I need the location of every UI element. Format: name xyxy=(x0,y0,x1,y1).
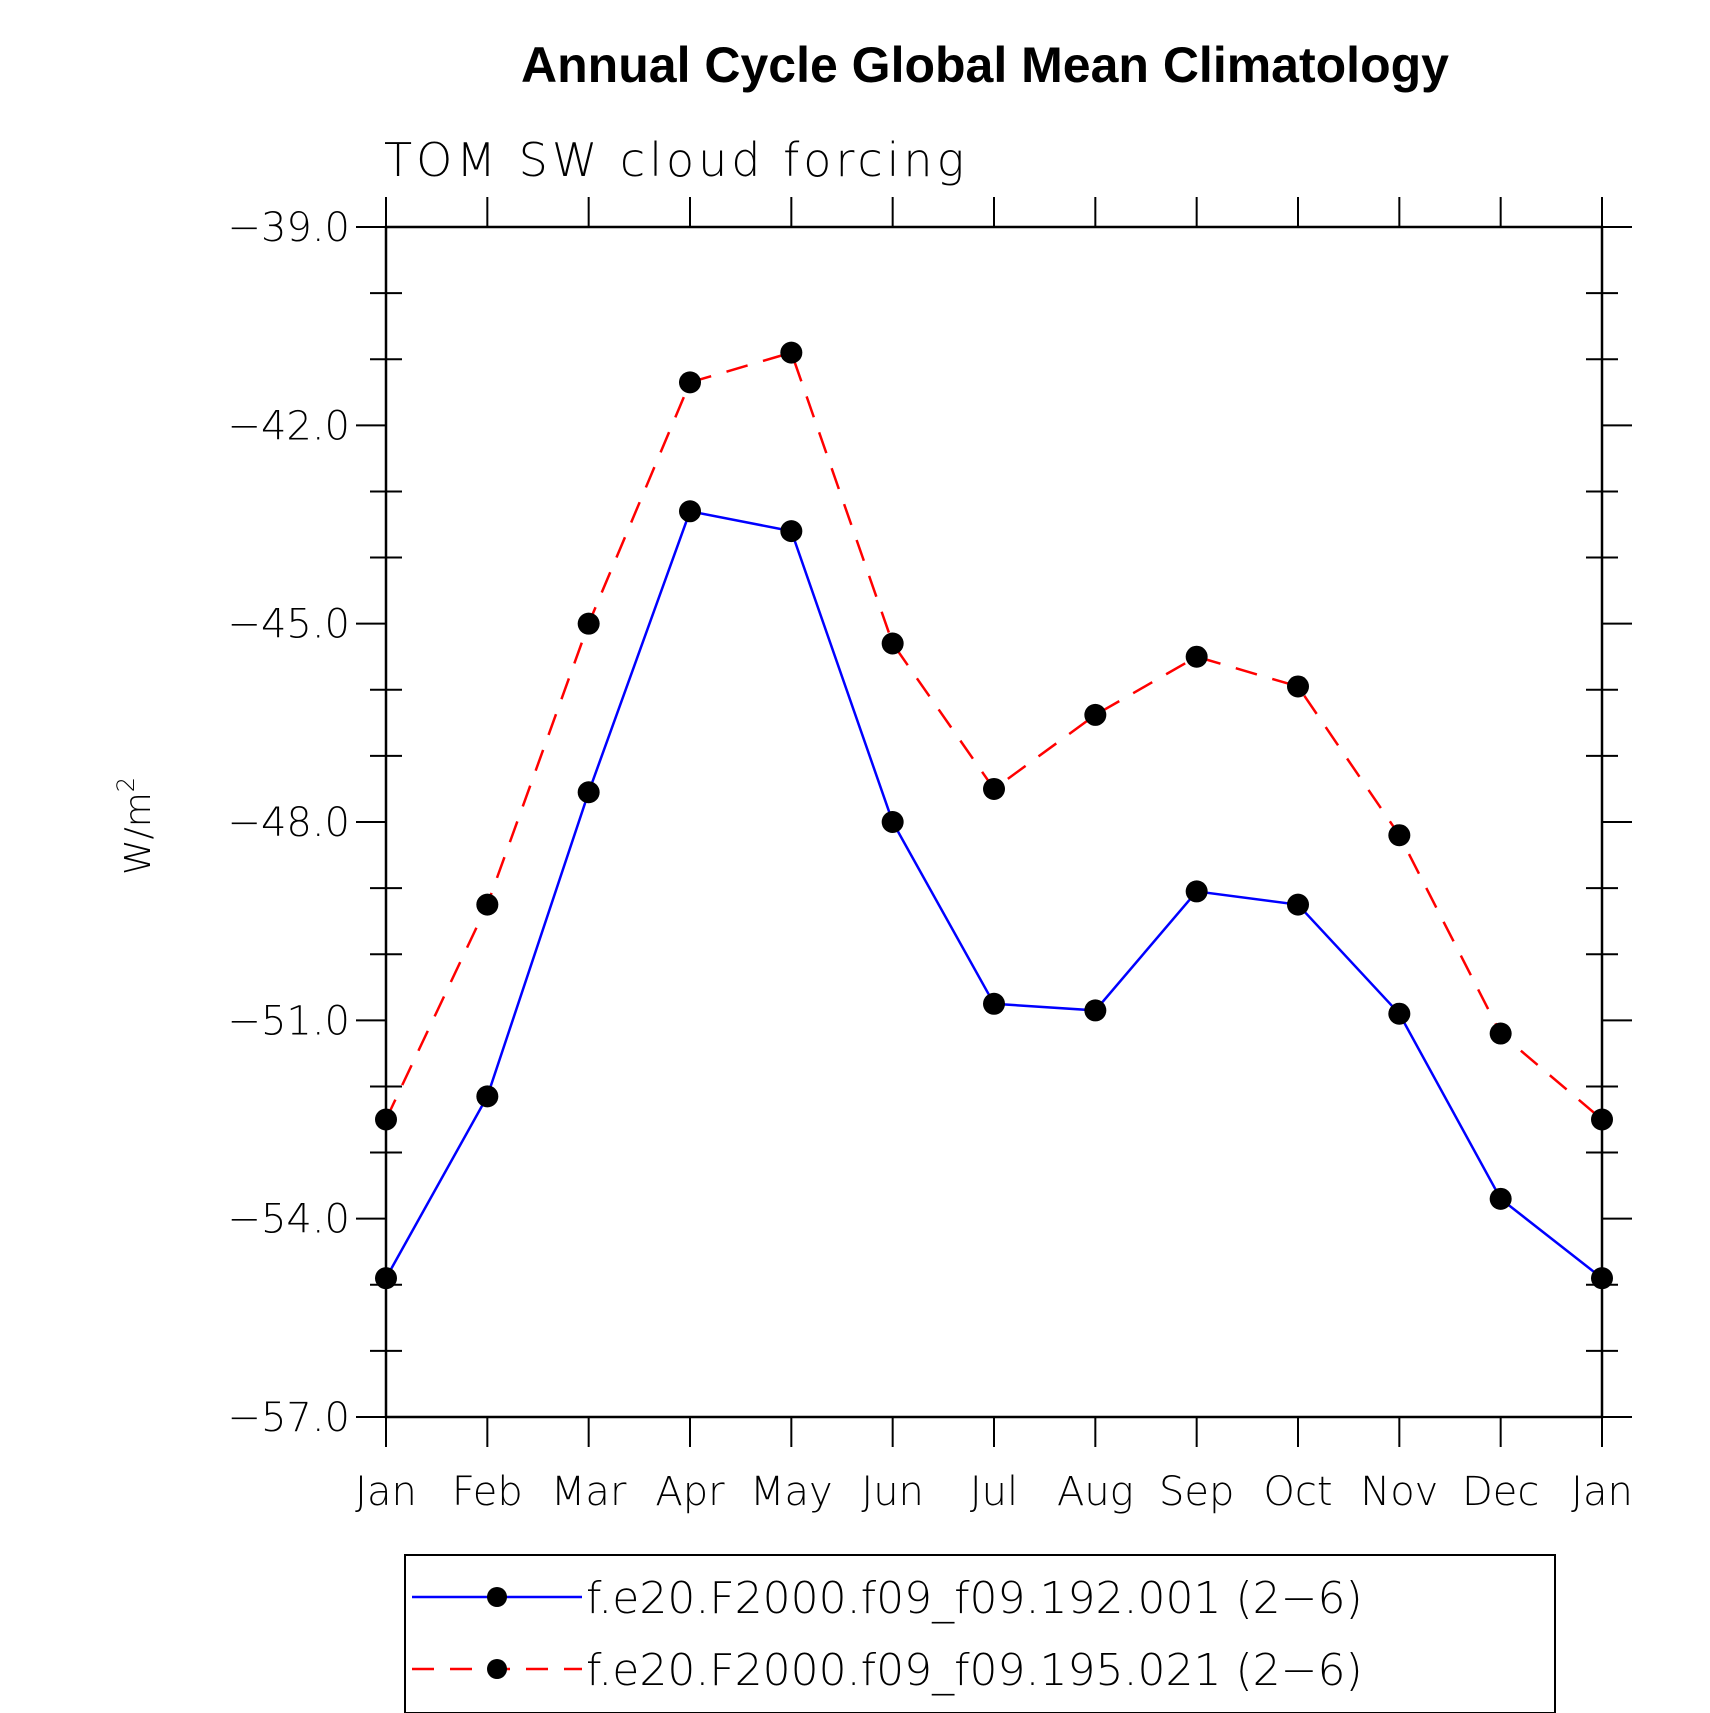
legend-box xyxy=(404,1554,1556,1713)
y-tick-labels: −39.0 −42.0 −45.0 −48.0 −51.0 −54.0 −57.0 xyxy=(227,205,350,1441)
data-point xyxy=(983,992,1005,1015)
plot-frame xyxy=(384,225,1604,1419)
data-point xyxy=(881,632,904,655)
x-tick-label: Jan xyxy=(355,1469,417,1515)
y-tick-label: −39.0 xyxy=(227,205,350,251)
chart-subtitle: TOM SW cloud forcing xyxy=(384,133,968,187)
svg-text:W/m2: W/m2 xyxy=(112,777,159,875)
y-axis-label-superscript: 2 xyxy=(112,777,140,792)
y-axis-label-main: W/m xyxy=(118,792,159,875)
axis-ticks xyxy=(356,197,1632,1447)
chart-title: Annual Cycle Global Mean Climatology xyxy=(521,37,1449,93)
data-point xyxy=(1388,824,1411,847)
legend-marker-series-2 xyxy=(487,1659,507,1679)
x-tick-label: Dec xyxy=(1462,1469,1539,1515)
data-point xyxy=(1591,1267,1613,1290)
x-tick-label: Feb xyxy=(452,1469,523,1515)
y-tick-label: −54.0 xyxy=(227,1197,350,1243)
y-tick-label: −45.0 xyxy=(227,602,350,648)
data-point xyxy=(1287,893,1309,916)
y-tick-label: −57.0 xyxy=(227,1395,350,1441)
data-point xyxy=(1185,880,1208,903)
data-point xyxy=(476,893,499,916)
data-point xyxy=(1084,703,1107,726)
x-tick-label: Apr xyxy=(655,1469,725,1515)
data-point xyxy=(1591,1108,1613,1131)
data-point xyxy=(1489,1022,1512,1045)
legend-marker-series-1 xyxy=(487,1587,507,1607)
x-tick-label: Jun xyxy=(861,1469,924,1515)
y-tick-label: −42.0 xyxy=(227,403,350,449)
legend: f.e20.F2000.f09_f09.192.001 (2−6) f.e20.… xyxy=(404,1554,1556,1713)
legend-label-series-2: f.e20.F2000.f09_f09.195.021 (2−6) xyxy=(586,1645,1363,1696)
x-tick-label: Oct xyxy=(1263,1469,1332,1515)
series-layer xyxy=(375,341,1613,1290)
x-tick-labels: Jan Feb Mar Apr May Jun Jul Aug Sep Oct Nov Dec Jan xyxy=(355,1469,1633,1515)
plot-axes xyxy=(384,225,1604,1419)
x-tick-label: Mar xyxy=(551,1469,627,1515)
x-tick-label: Nov xyxy=(1360,1469,1438,1515)
series-1 xyxy=(375,500,1613,1290)
data-point xyxy=(780,520,803,543)
data-point xyxy=(780,341,803,364)
x-tick-label: Jan xyxy=(1571,1469,1633,1515)
x-tick-label: Aug xyxy=(1057,1469,1134,1515)
data-point xyxy=(983,777,1005,800)
data-point xyxy=(577,612,600,635)
data-point xyxy=(1084,999,1107,1022)
data-point xyxy=(881,811,904,833)
legend-label-series-1: f.e20.F2000.f09_f09.192.001 (2−6) xyxy=(586,1573,1363,1624)
data-point xyxy=(679,371,701,394)
x-tick-label: Jul xyxy=(970,1469,1018,1515)
data-point xyxy=(1185,645,1208,668)
data-point xyxy=(375,1108,397,1131)
data-point xyxy=(1489,1187,1512,1210)
y-tick-label: −51.0 xyxy=(227,998,350,1044)
data-point xyxy=(679,500,701,523)
series-2 xyxy=(375,341,1613,1131)
y-axis-label: W/m2 xyxy=(112,777,159,875)
data-point xyxy=(375,1267,397,1290)
data-point xyxy=(1287,675,1309,698)
x-tick-label: May xyxy=(750,1469,833,1515)
y-tick-label: −48.0 xyxy=(227,800,350,846)
data-point xyxy=(577,781,600,804)
x-tick-label: Sep xyxy=(1159,1469,1234,1515)
data-point xyxy=(476,1085,499,1108)
data-point xyxy=(1388,1002,1411,1025)
series-line-1 xyxy=(384,509,1603,1280)
